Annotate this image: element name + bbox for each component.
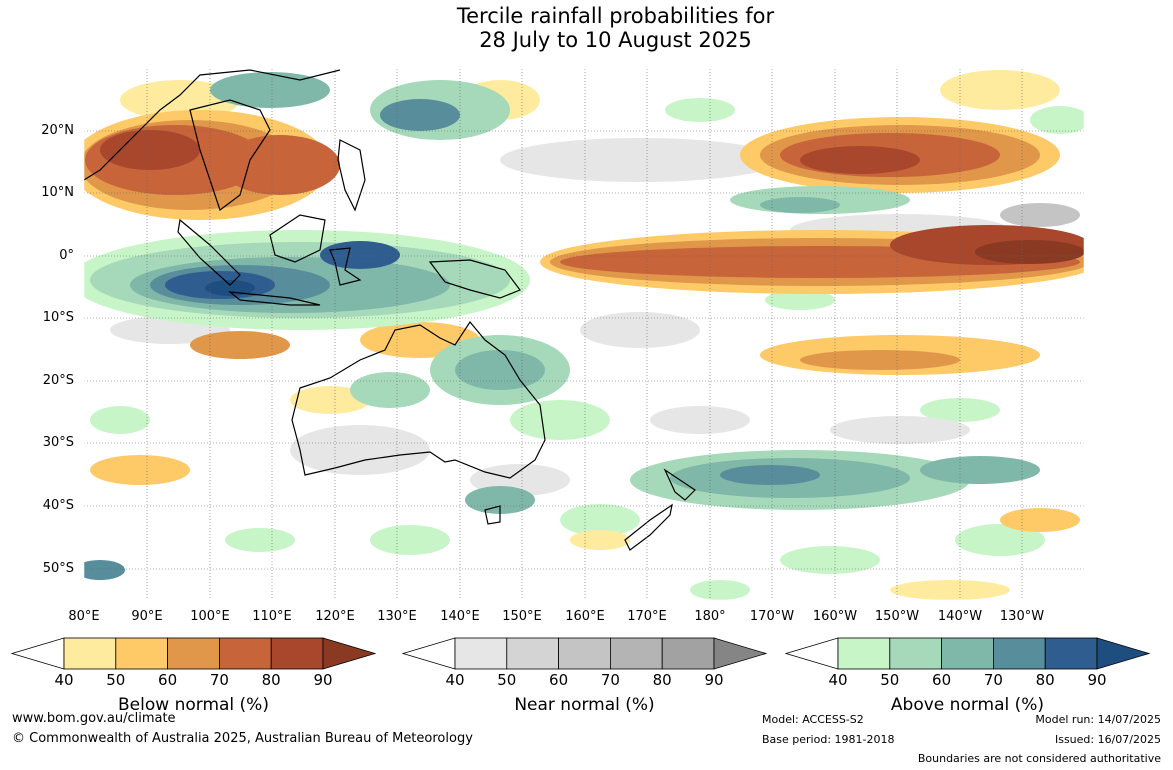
colorbar-tick-label: 90 xyxy=(704,671,724,689)
colorbar-segment xyxy=(889,637,942,670)
longitude-label: 160°E xyxy=(565,609,605,624)
longitude-label: 140°E xyxy=(440,609,480,624)
model-run-text: Model run: 14/07/2025 xyxy=(1035,713,1161,726)
tasmania-outline xyxy=(484,505,501,525)
colorbar-segment xyxy=(167,637,220,670)
near-normal-colorbar xyxy=(401,637,768,670)
colorbar-tick-label: 80 xyxy=(652,671,672,689)
latitude-label: 20°N xyxy=(41,123,74,138)
title-line-1: Tercile rainfall probabilities for xyxy=(456,4,775,28)
colorbar-segment xyxy=(610,637,663,670)
nz-south-outline xyxy=(624,503,673,551)
longitude-label: 120°E xyxy=(315,609,355,624)
colorbar-segment xyxy=(837,637,891,670)
latitude-label: 30°S xyxy=(42,435,74,450)
longitude-label: 150°E xyxy=(502,609,542,624)
latitude-label: 10°N xyxy=(41,185,74,200)
website-link[interactable]: www.bom.gov.au/climate xyxy=(12,711,176,726)
longitude-label: 110°E xyxy=(252,609,292,624)
colorbar-tick-label: 50 xyxy=(497,671,517,689)
colorbar-segment xyxy=(218,637,272,670)
borneo-outline xyxy=(269,214,326,263)
colorbar-segment xyxy=(270,637,324,670)
longitude-label: 150°W xyxy=(874,609,920,624)
colorbar-segment xyxy=(993,637,1046,670)
colorbar-tick-label: 70 xyxy=(209,671,229,689)
colorbar-segment xyxy=(1044,637,1098,670)
colorbar-segment xyxy=(941,637,994,670)
colorbar-max-triangle xyxy=(322,637,377,670)
colorbar-segment xyxy=(558,637,611,670)
longitude-label: 130°E xyxy=(377,609,417,624)
colorbar-max-triangle xyxy=(1096,637,1151,670)
colorbar-segment xyxy=(661,637,715,670)
above-normal-colorbar xyxy=(784,637,1151,670)
longitude-label: 180° xyxy=(694,609,726,624)
copyright-text: © Commonwealth of Australia 2025, Austra… xyxy=(12,731,473,746)
title-line-2: 28 July to 10 August 2025 xyxy=(479,28,752,52)
latitude-label: 10°S xyxy=(42,310,74,325)
latitude-label: 0° xyxy=(59,248,74,263)
longitude-label: 100°E xyxy=(190,609,230,624)
latitude-label: 20°S xyxy=(42,373,74,388)
colorbar-tick-label: 90 xyxy=(1087,671,1107,689)
nz-north-outline xyxy=(663,468,696,501)
colorbar-min-triangle xyxy=(10,637,65,670)
latitude-label: 40°S xyxy=(42,498,74,513)
map-title: Tercile rainfall probabilities for 28 Ju… xyxy=(0,4,1173,52)
model-text: Model: ACCESS-S2 xyxy=(762,713,864,726)
colorbars xyxy=(10,637,1151,670)
asia-coast-outline xyxy=(84,69,341,181)
colorbar-max-triangle xyxy=(713,637,768,670)
below-normal-title: Below normal (%) xyxy=(118,695,269,715)
colorbar-tick-label: 70 xyxy=(600,671,620,689)
longitude-label: 130°W xyxy=(999,609,1045,624)
colorbar-tick-label: 70 xyxy=(983,671,1003,689)
java-outline xyxy=(228,291,321,306)
near-normal-title: Near normal (%) xyxy=(514,695,655,715)
colorbar-tick-label: 80 xyxy=(1035,671,1055,689)
colorbar-segment xyxy=(115,637,169,670)
above-normal-patches xyxy=(84,72,1040,580)
latitude-label: 50°S xyxy=(42,561,74,576)
longitude-label: 140°W xyxy=(937,609,983,624)
australia-outline xyxy=(291,320,546,479)
colorbar-tick-label: 60 xyxy=(158,671,178,689)
colorbar-segment xyxy=(506,637,559,670)
map-area xyxy=(84,69,1084,600)
colorbar-tick-label: 60 xyxy=(549,671,569,689)
longitude-label: 90°E xyxy=(131,609,163,624)
colorbar-min-triangle xyxy=(784,637,839,670)
colorbar-tick-label: 40 xyxy=(54,671,74,689)
sumatra-outline xyxy=(177,218,241,286)
below-normal-patches xyxy=(84,70,1084,600)
colorbar-tick-label: 50 xyxy=(106,671,126,689)
colorbar-segment xyxy=(63,637,117,670)
longitude-label: 170°E xyxy=(627,609,667,624)
map-frame xyxy=(83,68,1085,601)
colorbar-tick-label: 40 xyxy=(828,671,848,689)
colorbar-tick-label: 50 xyxy=(880,671,900,689)
above-normal-title: Above normal (%) xyxy=(890,695,1045,715)
colorbar-tick-label: 80 xyxy=(261,671,281,689)
colorbar-tick-label: 90 xyxy=(313,671,333,689)
longitude-label: 160°W xyxy=(812,609,858,624)
new-guinea-outline xyxy=(428,259,521,299)
longitude-label: 80°E xyxy=(68,609,100,624)
colorbar-tick-label: 40 xyxy=(445,671,465,689)
issued-text: Issued: 16/07/2025 xyxy=(1054,733,1161,746)
below-normal-colorbar xyxy=(10,637,377,670)
indochina-outline xyxy=(189,99,271,211)
base-period-text: Base period: 1981-2018 xyxy=(762,733,895,746)
philippines-outline xyxy=(337,139,366,212)
colorbar-min-triangle xyxy=(401,637,456,670)
colorbar-segment xyxy=(454,637,508,670)
longitude-label: 170°W xyxy=(749,609,795,624)
colorbar-tick-label: 60 xyxy=(932,671,952,689)
disclaimer-text: Boundaries are not considered authoritat… xyxy=(917,752,1161,765)
